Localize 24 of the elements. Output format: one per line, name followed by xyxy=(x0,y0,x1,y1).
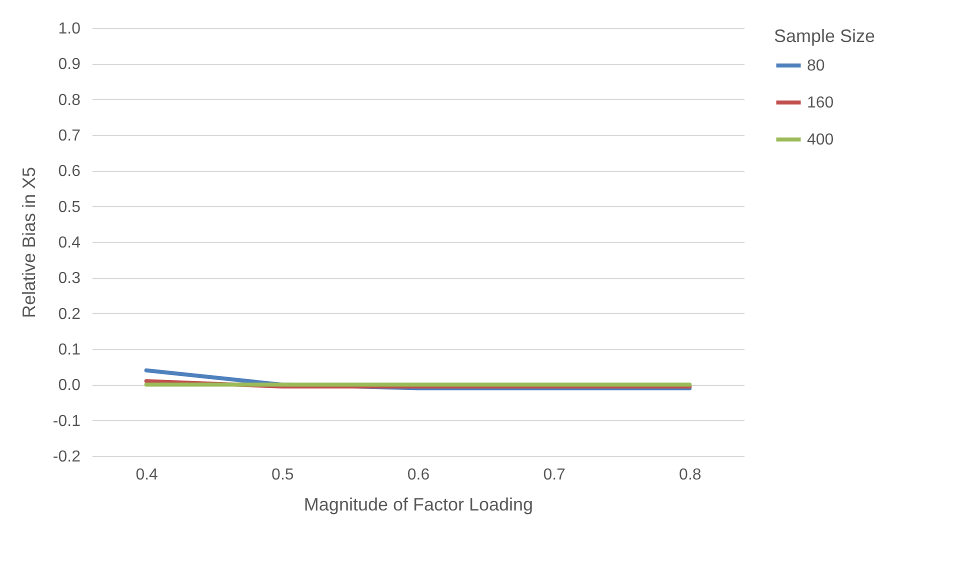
y-tick-label: 0.2 xyxy=(58,306,81,323)
y-tick-label: 0.8 xyxy=(58,92,81,109)
legend-label: 160 xyxy=(807,94,834,112)
y-tick-label: 0.3 xyxy=(58,270,81,288)
y-axis-title: Relative Bias in X5 xyxy=(18,166,39,318)
y-tick-label: 0.5 xyxy=(58,198,81,216)
y-tick-label: 0.1 xyxy=(58,342,81,358)
y-tick-label: 1.0 xyxy=(58,20,81,38)
y-tick-label: 0.7 xyxy=(58,128,81,144)
x-tick-label: 0.4 xyxy=(136,466,158,484)
y-tick-label: 0.9 xyxy=(58,56,81,74)
y-tick-label: -0.2 xyxy=(52,448,81,466)
legend-label: 80 xyxy=(807,58,825,74)
y-tick-label: 0.6 xyxy=(58,163,81,180)
x-tick-label: 0.6 xyxy=(407,466,430,484)
y-tick-label: 0.0 xyxy=(58,377,81,394)
x-tick-label: 0.8 xyxy=(679,466,702,484)
legend-label: 400 xyxy=(807,132,834,148)
x-tick-label: 0.5 xyxy=(272,466,294,484)
y-tick-label: -0.1 xyxy=(52,412,81,430)
x-axis-title: Magnitude of Factor Loading xyxy=(304,494,534,514)
legend-title: Sample Size xyxy=(774,26,876,46)
y-tick-label: 0.4 xyxy=(58,234,81,252)
x-tick-label: 0.7 xyxy=(543,466,566,484)
